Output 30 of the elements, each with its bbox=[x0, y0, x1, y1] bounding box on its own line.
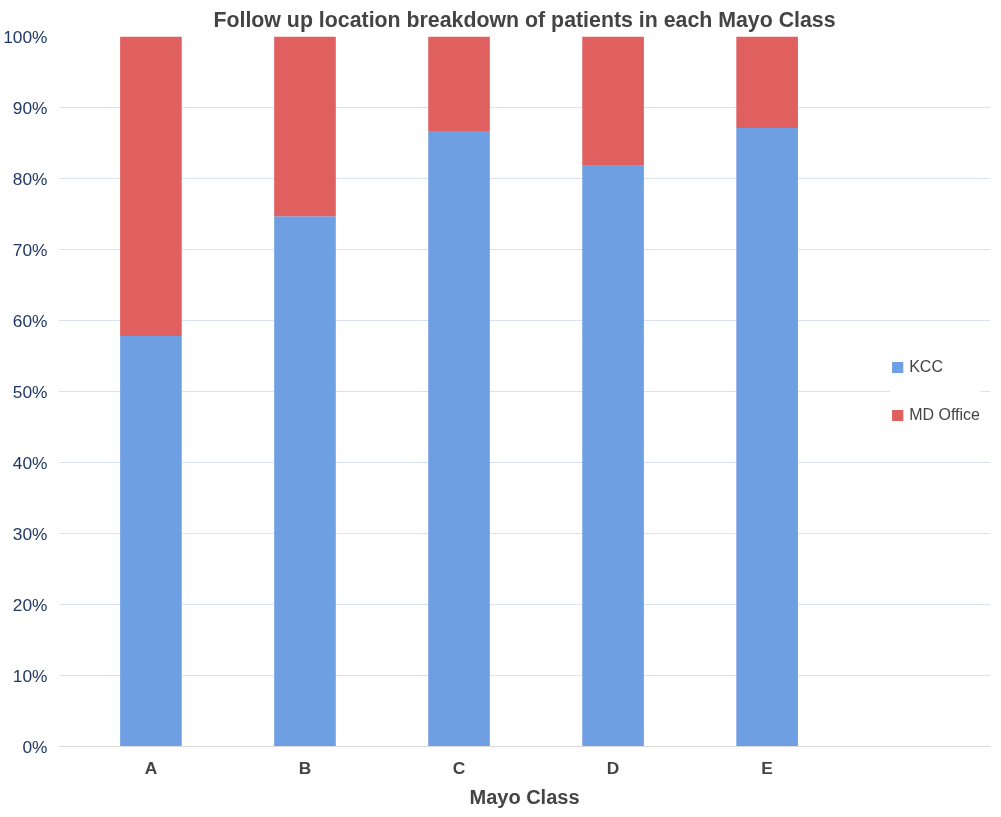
bar bbox=[120, 36, 182, 337]
bar bbox=[274, 216, 336, 747]
bar bbox=[428, 130, 490, 747]
bar bbox=[274, 36, 336, 217]
x-tick-label: E bbox=[761, 757, 773, 778]
x-tick-label: B bbox=[298, 757, 312, 778]
y-tick-label: 60% bbox=[12, 310, 48, 331]
chart-title: Follow up location breakdown of patients in each Mayo Class bbox=[213, 7, 836, 32]
y-tick-label: 70% bbox=[12, 239, 48, 260]
y-tick-label: 10% bbox=[12, 665, 48, 686]
x-tick-label: A bbox=[144, 757, 158, 778]
y-tick-label: 50% bbox=[12, 381, 48, 402]
legend-label: KCC bbox=[909, 358, 943, 376]
y-tick-label: 40% bbox=[12, 452, 48, 473]
y-tick-label: 30% bbox=[12, 523, 48, 544]
bar bbox=[582, 36, 644, 166]
y-tick-label: 100% bbox=[3, 26, 48, 47]
legend-label: MD Office bbox=[909, 406, 980, 424]
y-tick-label: 20% bbox=[12, 594, 48, 615]
y-tick-label: 90% bbox=[12, 97, 48, 118]
bar bbox=[120, 336, 182, 747]
bar bbox=[736, 128, 798, 747]
x-tick-label: D bbox=[606, 757, 620, 778]
x-tick-label: C bbox=[452, 757, 466, 778]
x-axis-title: Mayo Class bbox=[469, 785, 580, 808]
y-tick-label: 80% bbox=[12, 168, 48, 189]
y-tick-label: 0% bbox=[22, 736, 48, 757]
bar bbox=[428, 36, 490, 131]
bar bbox=[736, 36, 798, 129]
bar bbox=[582, 165, 644, 747]
